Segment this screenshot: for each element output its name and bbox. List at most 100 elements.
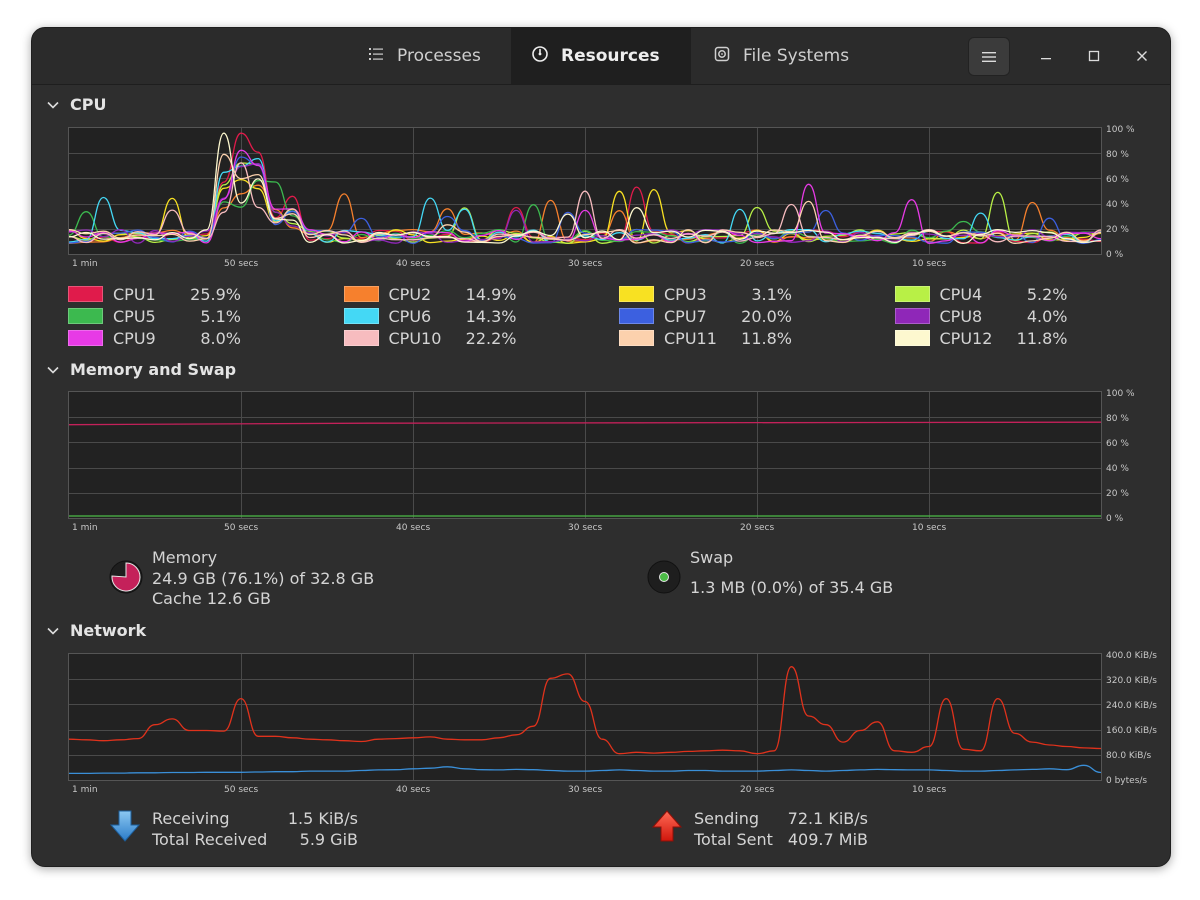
- network-scale-label: 320.0 KiB/s: [1106, 676, 1157, 686]
- cpu-trace-cpu3: [69, 178, 1101, 244]
- minimize-button[interactable]: [1032, 42, 1060, 70]
- cpu-legend-item-cpu11[interactable]: CPU11 11.8%: [619, 328, 792, 348]
- memory-section-title: Memory and Swap: [70, 360, 237, 379]
- memory-info: Memory 24.9 GB (76.1%) of 32.8 GB Cache …: [152, 548, 374, 610]
- chevron-down-icon: [47, 627, 59, 635]
- memory-graph: [68, 391, 1102, 519]
- cpu-time-label: 10 secs: [912, 259, 947, 269]
- swap-pie-icon[interactable]: [646, 559, 682, 595]
- cpu-legend-item-cpu7[interactable]: CPU7 20.0%: [619, 306, 792, 326]
- hamburger-icon: [982, 51, 996, 62]
- memory-time-label: 50 secs: [224, 523, 259, 533]
- tab-processes[interactable]: Processes: [347, 28, 509, 84]
- cpu-name: CPU6: [388, 306, 432, 326]
- main-menu-button[interactable]: [968, 37, 1010, 76]
- memory-time-label: 1 min: [72, 523, 98, 533]
- memory-pie-icon[interactable]: [108, 559, 144, 595]
- tab-resources[interactable]: Resources: [511, 28, 691, 84]
- cpu-usage-value: 5.1%: [200, 306, 241, 326]
- memory-scale-label: 100 %: [1106, 389, 1135, 399]
- cpu-legend-item-cpu3[interactable]: CPU3 3.1%: [619, 284, 792, 304]
- cpu-usage-value: 3.1%: [751, 284, 792, 304]
- cpu-time-label: 20 secs: [740, 259, 775, 269]
- network-time-label: 50 secs: [224, 785, 259, 795]
- color-swatch[interactable]: [343, 330, 379, 346]
- network-section-header[interactable]: Network: [46, 621, 146, 640]
- cpu-section-header[interactable]: CPU: [46, 95, 106, 114]
- cpu-legend-item-cpu8[interactable]: CPU8 4.0%: [894, 306, 1068, 326]
- cpu-usage-value: 11.8%: [1016, 328, 1068, 348]
- cpu-legend-item-cpu12[interactable]: CPU12 11.8%: [894, 328, 1068, 348]
- chevron-down-icon: [47, 101, 59, 109]
- cpu-legend-item-cpu4[interactable]: CPU4 5.2%: [894, 284, 1068, 304]
- color-swatch[interactable]: [68, 330, 103, 346]
- memory-scale-label: 80 %: [1106, 414, 1129, 424]
- color-swatch[interactable]: [894, 330, 930, 346]
- color-swatch[interactable]: [343, 308, 379, 324]
- color-swatch[interactable]: [68, 286, 103, 302]
- cpu-usage-value: 20.0%: [741, 306, 792, 326]
- cpu-history-chart: [69, 128, 1101, 254]
- cpu-scale-label: 0 %: [1106, 250, 1124, 260]
- cpu-name: CPU3: [664, 284, 707, 304]
- cpu-usage-value: 8.0%: [200, 328, 241, 348]
- color-swatch[interactable]: [343, 286, 379, 302]
- total-received-value: 5.9 GiB: [299, 829, 358, 849]
- color-swatch[interactable]: [894, 286, 930, 302]
- color-swatch[interactable]: [68, 308, 103, 324]
- cpu-scale-label: 40 %: [1106, 200, 1129, 210]
- color-swatch[interactable]: [619, 330, 654, 346]
- network-scale-label: 400.0 KiB/s: [1106, 651, 1157, 661]
- network-scale-label: 0 bytes/s: [1106, 776, 1148, 786]
- cpu-name: CPU9: [113, 328, 156, 348]
- sending-info: Sending Total Sent: [694, 809, 773, 850]
- system-monitor-window: Processes Resources File Systems: [31, 27, 1171, 867]
- cpu-legend-item-cpu9[interactable]: CPU9 8.0%: [68, 328, 241, 348]
- total-received-label: Total Received: [152, 829, 268, 849]
- network-time-label: 30 secs: [568, 785, 603, 795]
- memory-history-chart: [69, 392, 1101, 518]
- cpu-usage-value: 22.2%: [465, 328, 517, 348]
- network-time-label: 20 secs: [740, 785, 775, 795]
- tab-file-systems-label: File Systems: [743, 46, 850, 66]
- cpu-legend-item-cpu1[interactable]: CPU1 25.9%: [68, 284, 241, 304]
- memory-scale-label: 20 %: [1106, 489, 1129, 499]
- memory-section-header[interactable]: Memory and Swap: [46, 360, 236, 379]
- cpu-legend-item-cpu2[interactable]: CPU2 14.9%: [343, 284, 517, 304]
- color-swatch[interactable]: [619, 308, 654, 324]
- tab-file-systems[interactable]: File Systems: [693, 28, 883, 84]
- minimize-icon: [1041, 58, 1051, 60]
- header-bar: Processes Resources File Systems: [32, 28, 1170, 85]
- cpu-time-label: 50 secs: [224, 259, 259, 269]
- swap-label: Swap: [690, 548, 734, 567]
- receiving-arrow-icon[interactable]: [109, 809, 141, 843]
- maximize-button[interactable]: [1080, 42, 1108, 70]
- sending-trace: [69, 666, 1101, 755]
- close-button[interactable]: [1128, 42, 1156, 70]
- receiving-info: Receiving Total Received: [152, 809, 267, 850]
- sending-values: 72.1 KiB/s 409.7 MiB: [774, 809, 868, 850]
- cpu-scale-label: 20 %: [1106, 225, 1129, 235]
- sending-arrow-icon[interactable]: [651, 809, 683, 843]
- cpu-legend-item-cpu6[interactable]: CPU6 14.3%: [343, 306, 517, 326]
- receiving-label: Receiving: [152, 809, 230, 828]
- cpu-legend-item-cpu10[interactable]: CPU10 22.2%: [343, 328, 517, 348]
- cpu-usage-value: 4.0%: [1026, 306, 1068, 326]
- cpu-name: CPU12: [939, 328, 993, 348]
- tab-processes-label: Processes: [397, 46, 481, 66]
- color-swatch[interactable]: [619, 286, 654, 302]
- cpu-section-title: CPU: [70, 95, 107, 114]
- color-swatch[interactable]: [894, 308, 930, 324]
- cpu-legend-item-cpu5[interactable]: CPU5 5.1%: [68, 306, 241, 326]
- cpu-name: CPU8: [939, 306, 983, 326]
- swap-info: Swap 1.3 MB (0.0%) of 35.4 GB: [690, 548, 893, 598]
- list-icon: [367, 45, 385, 68]
- network-history-chart: [69, 654, 1101, 780]
- total-sent-label: Total Sent: [694, 829, 773, 849]
- memory-trace: [69, 421, 1101, 426]
- memory-scale-label: 40 %: [1106, 464, 1129, 474]
- cpu-scale-label: 80 %: [1106, 150, 1129, 160]
- cpu-trace-cpu7: [69, 156, 1101, 244]
- cpu-name: CPU7: [664, 306, 707, 326]
- cpu-trace-cpu12: [69, 132, 1101, 245]
